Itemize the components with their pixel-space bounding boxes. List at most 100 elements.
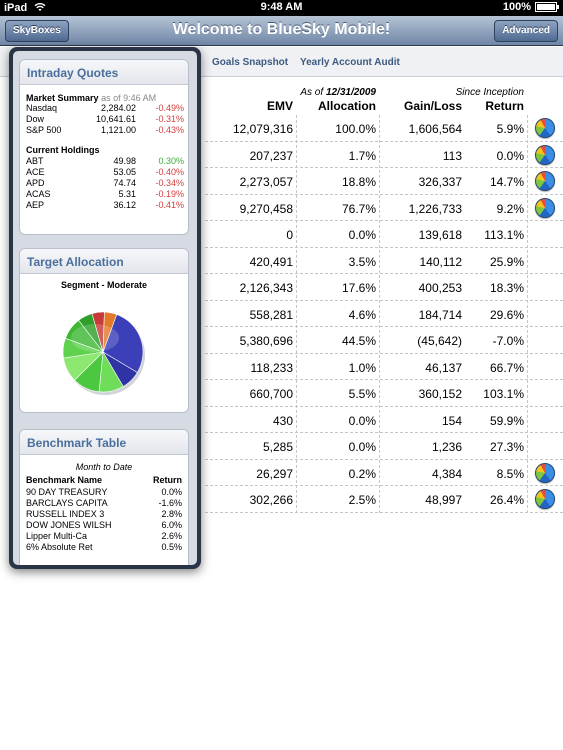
quote-change: -0.19%: [155, 189, 184, 199]
row-emv: 0: [286, 228, 293, 242]
table-row[interactable]: 207,237 1.7% 113 0.0%: [205, 142, 563, 168]
current-holdings-title: Current Holdings: [26, 145, 100, 155]
pie-chart-icon[interactable]: [535, 171, 555, 191]
benchmark-row: DOW JONES WILSH 6.0%: [26, 520, 182, 531]
row-gain-loss: 48,997: [425, 493, 462, 507]
row-return: 59.9%: [489, 413, 524, 428]
row-emv: 9,270,458: [239, 201, 293, 216]
quote-row: AEP 36.12 -0.41%: [26, 200, 184, 211]
row-allocation: 1.7%: [348, 148, 376, 163]
table-row[interactable]: 660,700 5.5% 360,152 103.1%: [205, 380, 563, 407]
row-allocation: 17.6%: [341, 281, 376, 295]
table-row[interactable]: 420,491 3.5% 140,112 25.9%: [205, 248, 563, 274]
quote-row: APD 74.74 -0.34%: [26, 178, 184, 189]
table-row[interactable]: 2,126,343 17.6% 400,253 18.3%: [205, 274, 563, 301]
skyboxes-button[interactable]: SkyBoxes: [5, 20, 69, 42]
quote-change: -0.40%: [155, 167, 184, 177]
quote-row: ACAS 5.31 -0.19%: [26, 189, 184, 200]
advanced-button[interactable]: Advanced: [494, 20, 558, 42]
benchmark-return: 2.6%: [161, 531, 182, 541]
tab-goals-snapshot[interactable]: Goals Snapshot: [212, 57, 289, 68]
row-emv: 207,237: [249, 148, 293, 163]
table-row[interactable]: 430 0.0% 154 59.9%: [205, 407, 563, 433]
quote-change: 0.30%: [158, 156, 184, 166]
benchmark-return: 0.5%: [161, 542, 182, 552]
row-emv: 302,266: [249, 493, 293, 507]
target-allocation-pie[interactable]: [20, 290, 189, 400]
quote-row: S&P 500 1,121.00 -0.43%: [26, 125, 184, 136]
benchmark-name: BARCLAYS CAPITA: [26, 498, 108, 508]
row-gain-loss: 1,606,564: [408, 122, 462, 136]
pie-slice[interactable]: [102, 314, 144, 373]
header-return: Return: [485, 99, 524, 113]
quote-symbol: AEP: [26, 200, 45, 210]
pie-slice[interactable]: [102, 311, 118, 353]
pie-chart-icon[interactable]: [535, 144, 555, 165]
battery-icon: [535, 2, 559, 12]
header-allocation: Allocation: [317, 99, 376, 113]
quote-change: -0.43%: [155, 125, 184, 135]
row-emv: 558,281: [249, 307, 293, 322]
quote-symbol: APD: [26, 178, 45, 188]
quote-value: 53.05: [113, 167, 136, 177]
benchmark-name: DOW JONES WILSH: [26, 520, 112, 530]
benchmark-name: RUSSELL INDEX 3: [26, 509, 105, 519]
table-row[interactable]: 2,273,057 18.8% 326,337 14.7%: [205, 168, 563, 195]
pie-chart-icon[interactable]: [535, 118, 555, 138]
quote-symbol: S&P 500: [26, 125, 62, 135]
quote-row: Nasdaq 2,284.02 -0.49%: [26, 103, 184, 114]
quote-change: -0.31%: [155, 114, 184, 124]
benchmark-row: Lipper Multi-Ca 2.6%: [26, 531, 182, 542]
row-return: 113.1%: [484, 228, 524, 242]
row-allocation: 3.5%: [348, 254, 376, 269]
row-gain-loss: 184,714: [418, 307, 462, 322]
pie-chart-icon[interactable]: [535, 197, 555, 218]
row-allocation: 18.8%: [341, 175, 376, 189]
quote-change: -0.34%: [155, 178, 184, 188]
row-return: 25.9%: [489, 254, 524, 269]
table-row[interactable]: 302,266 2.5% 48,997 26.4%: [205, 486, 563, 513]
pie-chart-icon[interactable]: [535, 462, 555, 483]
tab-yearly-account-audit[interactable]: Yearly Account Audit: [300, 57, 400, 68]
row-allocation: 0.0%: [348, 413, 376, 428]
quote-value: 5.31: [118, 189, 136, 199]
row-emv: 5,285: [262, 440, 293, 454]
column-divider: [296, 115, 297, 513]
status-time: 9:48 AM: [260, 1, 303, 13]
quote-value: 2,284.02: [100, 103, 136, 113]
row-emv: 2,273,057: [239, 175, 293, 189]
row-return: 66.7%: [489, 360, 524, 375]
table-row[interactable]: 0 0.0% 139,618 113.1%: [205, 221, 563, 248]
row-gain-loss: 326,337: [418, 175, 462, 189]
row-allocation: 76.7%: [341, 201, 376, 216]
row-allocation: 2.5%: [348, 493, 376, 507]
row-emv: 420,491: [249, 254, 293, 269]
row-gain-loss: 400,253: [418, 281, 462, 295]
benchmark-return: 6.0%: [161, 520, 182, 530]
table-row[interactable]: 5,380,696 44.5% (45,642) -7.0%: [205, 327, 563, 354]
device-label: iPad: [4, 2, 28, 14]
row-allocation: 0.0%: [348, 228, 376, 242]
target-allocation-title: Target Allocation: [20, 249, 188, 274]
wifi-icon: [34, 3, 46, 11]
row-emv: 430: [272, 413, 293, 428]
header-gain-loss: Gain/Loss: [403, 99, 462, 113]
row-gain-loss: 1,226,733: [408, 201, 462, 216]
pie-chart-icon[interactable]: [535, 489, 555, 509]
row-gain-loss: 154: [441, 413, 462, 428]
table-row[interactable]: 26,297 0.2% 4,384 8.5%: [205, 460, 563, 486]
table-row[interactable]: 9,270,458 76.7% 1,226,733 9.2%: [205, 195, 563, 221]
table-row[interactable]: 5,285 0.0% 1,236 27.3%: [205, 433, 563, 460]
row-return: 103.1%: [483, 387, 524, 401]
row-emv: 26,297: [256, 466, 293, 481]
benchmark-header: Benchmark Name Return: [26, 475, 182, 485]
table-row[interactable]: 558,281 4.6% 184,714 29.6%: [205, 301, 563, 327]
benchmark-return: 0.0%: [161, 487, 182, 497]
skyboxes-popover: Intraday Quotes Market Summary as of 9:4…: [9, 47, 201, 569]
table-row[interactable]: 12,079,316 100.0% 1,606,564 5.9%: [205, 115, 563, 142]
current-holdings-list: ABT 49.98 0.30% ACE 53.05 -0.40% APD 74.74 -0.34…: [26, 156, 184, 211]
table-row[interactable]: 118,233 1.0% 46,137 66.7%: [205, 354, 563, 380]
benchmark-name: Lipper Multi-Ca: [26, 531, 88, 541]
row-gain-loss: 4,384: [431, 466, 462, 481]
benchmark-row: BARCLAYS CAPITA -1.6%: [26, 498, 182, 509]
